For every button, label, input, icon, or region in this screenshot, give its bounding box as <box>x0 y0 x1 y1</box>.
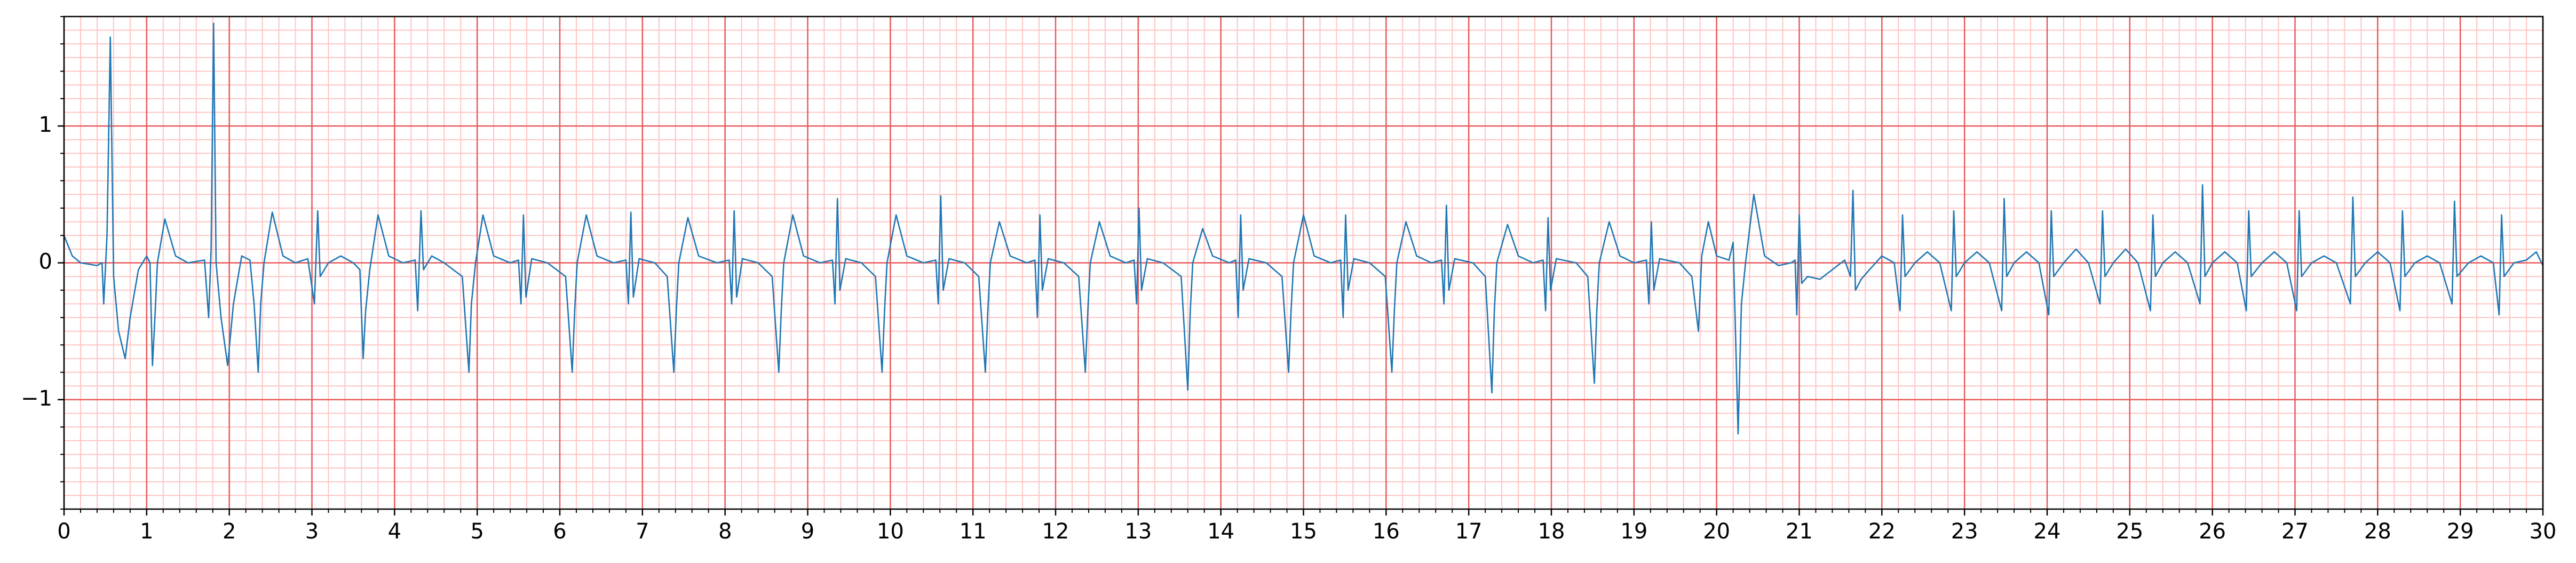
x-tick-label: 30 <box>2530 519 2557 544</box>
x-tick-label: 8 <box>718 519 732 544</box>
x-tick-label: 4 <box>388 519 401 544</box>
x-tick-label: 25 <box>2116 519 2143 544</box>
x-tick-label: 9 <box>801 519 814 544</box>
y-tick-label: −1 <box>21 386 52 411</box>
x-tick-label: 21 <box>1786 519 1813 544</box>
x-tick-label: 16 <box>1373 519 1400 544</box>
y-tick-label: 1 <box>39 113 52 137</box>
x-tick-label: 11 <box>960 519 987 544</box>
x-tick-label: 5 <box>470 519 484 544</box>
x-tick-label: 15 <box>1290 519 1317 544</box>
plot-area <box>63 22 2544 435</box>
x-tick-label: 1 <box>140 519 153 544</box>
axes: 0 1 2 3 4 5 6 7 8 9 10 11 12 13 14 15 16 17 18 19 20 21 22 23 24… <box>21 15 2557 544</box>
x-tick-label: 3 <box>305 519 319 544</box>
x-tick-label: 24 <box>2034 519 2061 544</box>
ecg-line <box>63 22 2544 435</box>
x-tick-label: 26 <box>2199 519 2226 544</box>
x-tick-label: 18 <box>1538 519 1565 544</box>
x-tick-label: 14 <box>1207 519 1234 544</box>
x-tick-label: 7 <box>636 519 649 544</box>
y-tick-label: 0 <box>39 250 52 274</box>
x-tick-label: 29 <box>2447 519 2474 544</box>
x-tick-label: 6 <box>553 519 566 544</box>
x-tick-label: 10 <box>877 519 904 544</box>
x-tick-label: 22 <box>1868 519 1896 544</box>
x-tick-label: 12 <box>1042 519 1069 544</box>
axes-frame <box>63 15 2544 510</box>
x-tick-label: 23 <box>1951 519 1978 544</box>
x-tick-label: 2 <box>223 519 236 544</box>
x-tick-label: 20 <box>1703 519 1730 544</box>
x-tick-label: 13 <box>1124 519 1152 544</box>
x-tick-label: 17 <box>1455 519 1483 544</box>
major-grid <box>63 17 2544 509</box>
x-tick-label: 19 <box>1620 519 1647 544</box>
x-tick-label: 0 <box>57 519 70 544</box>
x-tick-label: 28 <box>2364 519 2391 544</box>
x-tick-label: 27 <box>2281 519 2309 544</box>
